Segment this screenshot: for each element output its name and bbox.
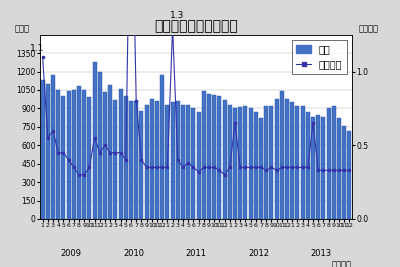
Bar <box>207 94 211 219</box>
Bar <box>165 105 170 219</box>
Bar <box>264 106 268 219</box>
Bar <box>51 75 55 219</box>
Text: 2011: 2011 <box>186 249 206 258</box>
Bar <box>228 105 232 219</box>
Bar <box>92 62 97 219</box>
Bar <box>212 95 216 219</box>
Text: （兆円）: （兆円） <box>358 24 378 33</box>
Bar <box>342 125 346 219</box>
Bar <box>144 105 149 219</box>
Bar <box>274 99 279 219</box>
Bar <box>113 100 118 219</box>
Bar <box>186 105 190 219</box>
Legend: 件数, 負債総額: 件数, 負債総額 <box>292 40 347 74</box>
Bar <box>181 105 185 219</box>
Bar <box>280 91 284 219</box>
Bar <box>295 106 300 219</box>
Bar <box>238 107 242 219</box>
Bar <box>222 100 227 219</box>
Bar <box>196 112 201 219</box>
Bar <box>285 99 289 219</box>
Bar <box>300 106 305 219</box>
Bar <box>150 99 154 219</box>
Bar <box>217 96 222 219</box>
Bar <box>254 112 258 219</box>
Text: （年月）: （年月） <box>332 261 352 267</box>
Text: 2013: 2013 <box>310 249 331 258</box>
Bar <box>326 108 331 219</box>
Bar <box>108 85 112 219</box>
Bar <box>155 101 159 219</box>
Bar <box>72 90 76 219</box>
Bar <box>233 108 237 219</box>
Bar <box>243 106 248 219</box>
Bar <box>40 80 45 219</box>
Bar <box>316 115 320 219</box>
Bar <box>66 91 71 219</box>
Text: 2009: 2009 <box>61 249 82 258</box>
Bar <box>103 92 107 219</box>
Bar <box>82 90 86 219</box>
Bar <box>118 89 123 219</box>
Text: 1.1: 1.1 <box>30 44 44 53</box>
Bar <box>139 111 144 219</box>
Bar <box>124 96 128 219</box>
Bar <box>46 84 50 219</box>
Bar <box>306 112 310 219</box>
Text: 2012: 2012 <box>248 249 269 258</box>
Bar <box>311 117 315 219</box>
Bar <box>56 90 60 219</box>
Bar <box>87 97 92 219</box>
Bar <box>332 106 336 219</box>
Bar <box>290 102 294 219</box>
Bar <box>160 75 164 219</box>
Bar <box>321 117 326 219</box>
Bar <box>347 131 352 219</box>
Bar <box>259 118 263 219</box>
Text: 1.3: 1.3 <box>170 11 184 21</box>
Bar <box>77 86 81 219</box>
Bar <box>176 101 180 219</box>
Bar <box>61 96 66 219</box>
Bar <box>269 106 274 219</box>
Title: 件数・負債総額の推移: 件数・負債総額の推移 <box>154 19 238 34</box>
Text: （件）: （件） <box>15 24 30 33</box>
Text: 2010: 2010 <box>123 249 144 258</box>
Bar <box>134 101 138 219</box>
Bar <box>129 101 133 219</box>
Bar <box>202 91 206 219</box>
Bar <box>98 72 102 219</box>
Bar <box>337 118 341 219</box>
Bar <box>170 102 175 219</box>
Bar <box>191 108 196 219</box>
Bar <box>248 108 253 219</box>
